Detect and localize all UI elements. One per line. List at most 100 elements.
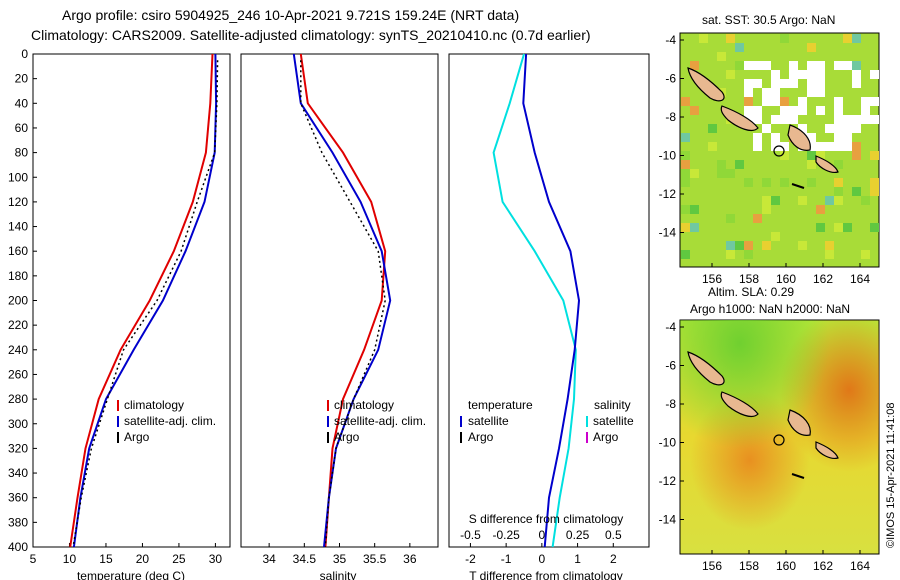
temperature-tick-label: 20: [136, 552, 150, 566]
sst-cell: [816, 79, 825, 88]
sst-cell: [726, 214, 735, 223]
salinity-x-axis: 34 34.5 35 35.5 36: [262, 543, 417, 566]
sst-cell: [798, 70, 807, 79]
sst-map-x-tick-label: 156: [702, 272, 722, 286]
island-shape: [687, 67, 725, 102]
sst-cell: [744, 79, 753, 88]
sst-cell: [735, 61, 744, 70]
sst-cell: [762, 196, 771, 205]
sst-cell: [816, 205, 825, 214]
sst-cell: [852, 70, 861, 79]
t-difference-x-axis: -2 -1 0 1 2: [465, 543, 617, 566]
sla-map-y-tick-label: -6: [665, 359, 676, 373]
salinity-tick-label: 35.5: [363, 552, 387, 566]
sst-cell: [753, 106, 762, 115]
difference-panel: -2 -1 0 1 2 -0.5 -0.25 0 0.25 0.5 S difference f…: [448, 53, 650, 580]
sst-map-y-tick-label: -4: [665, 33, 676, 47]
sst-cell: [681, 223, 690, 232]
argo-location-marker: [773, 434, 785, 446]
island-shape: [687, 351, 725, 386]
sst-cell: [816, 61, 825, 70]
sst-cell: [681, 160, 690, 169]
sst-cell: [816, 70, 825, 79]
sst-cell: [843, 61, 852, 70]
sst-cell: [870, 223, 879, 232]
legend-climatology: climatology: [124, 398, 184, 412]
sst-map-y-tick-label: -6: [665, 72, 676, 86]
depth-tick-label: 40: [15, 96, 29, 110]
sst-cell: [870, 178, 879, 187]
sst-cell: [744, 178, 753, 187]
sst-cell: [807, 160, 816, 169]
sst-map-x-tick-label: 160: [776, 272, 796, 286]
sst-cell: [789, 70, 798, 79]
legend-climatology: climatology: [334, 398, 394, 412]
depth-tick-label: 100: [8, 170, 28, 184]
sst-cell: [744, 88, 753, 97]
sst-cell: [771, 232, 780, 241]
sst-cell: [834, 178, 843, 187]
sst-cell: [690, 205, 699, 214]
sst-cell: [798, 97, 807, 106]
sst-cell: [834, 187, 843, 196]
legend-t-argo: Argo: [468, 430, 494, 444]
legend-swatch-climatology: [117, 400, 119, 411]
sst-cell: [843, 115, 852, 124]
s-difference-label: S difference from climatology: [469, 512, 624, 526]
salinity-tick-label: 36: [403, 552, 417, 566]
title-line-2: Climatology: CARS2009. Satellite-adjuste…: [31, 27, 591, 43]
sst-cell: [690, 61, 699, 70]
series-line-satellite-adj-clim-: [72, 53, 218, 548]
sst-cell: [807, 43, 816, 52]
sst-cell: [726, 34, 735, 43]
sla-map-y-tick-label: -10: [659, 436, 677, 450]
sst-cell: [834, 196, 843, 205]
sst-cell: [825, 196, 834, 205]
sst-cell: [753, 79, 762, 88]
temperature-tick-label: 10: [63, 552, 77, 566]
temperature-x-axis: 5 10 15 20 25 30: [30, 543, 223, 566]
difference-plot-frame: [448, 53, 650, 548]
sla-map-x-tick-label: 160: [776, 559, 796, 573]
legend-swatch-s-satellite: [586, 416, 588, 427]
sla-map-x-tick-label: 158: [739, 559, 759, 573]
sst-cell: [807, 178, 816, 187]
sst-map-x-tick-label: 164: [850, 272, 870, 286]
sst-cell: [852, 61, 861, 70]
t-difference-tick-label: 0: [539, 552, 546, 566]
sst-cell: [825, 241, 834, 250]
island-shape: [787, 124, 811, 151]
series-line-satellite-adj-clim-: [292, 53, 392, 548]
sst-cell: [771, 142, 780, 151]
sst-cell: [780, 79, 789, 88]
sst-cell: [762, 241, 771, 250]
sst-cell: [744, 250, 753, 259]
sst-cell: [762, 178, 771, 187]
island-shape: [791, 473, 805, 479]
sst-cell: [807, 88, 816, 97]
sst-cell: [699, 34, 708, 43]
depth-tick-label: 60: [15, 121, 29, 135]
sst-cell: [771, 133, 780, 142]
difference-series: [492, 53, 581, 548]
s-difference-tick-label: -0.25: [492, 528, 520, 542]
sst-cell: [834, 61, 843, 70]
salinity-tick-label: 34.5: [293, 552, 317, 566]
temperature-xlabel: temperature (deg C): [77, 569, 185, 580]
sst-cell: [780, 142, 789, 151]
depth-tick-label: 300: [8, 417, 28, 431]
salinity-plot-frame: [240, 53, 439, 548]
t-difference-tick-label: 1: [574, 552, 581, 566]
sst-map-y-tick-label: -14: [659, 226, 677, 240]
sst-cell: [771, 97, 780, 106]
temperature-tick-label: 30: [209, 552, 223, 566]
sla-map-y-tick-label: -8: [665, 397, 676, 411]
sst-cell: [753, 115, 762, 124]
sst-cell: [681, 133, 690, 142]
legend-argo: Argo: [124, 430, 150, 444]
sst-cell: [753, 61, 762, 70]
sla-map-axes: 156 158 160 162 164 -4 -6 -8 -10 -12 -14: [659, 320, 871, 573]
temperature-tick-label: 15: [99, 552, 113, 566]
sst-cell: [780, 178, 789, 187]
